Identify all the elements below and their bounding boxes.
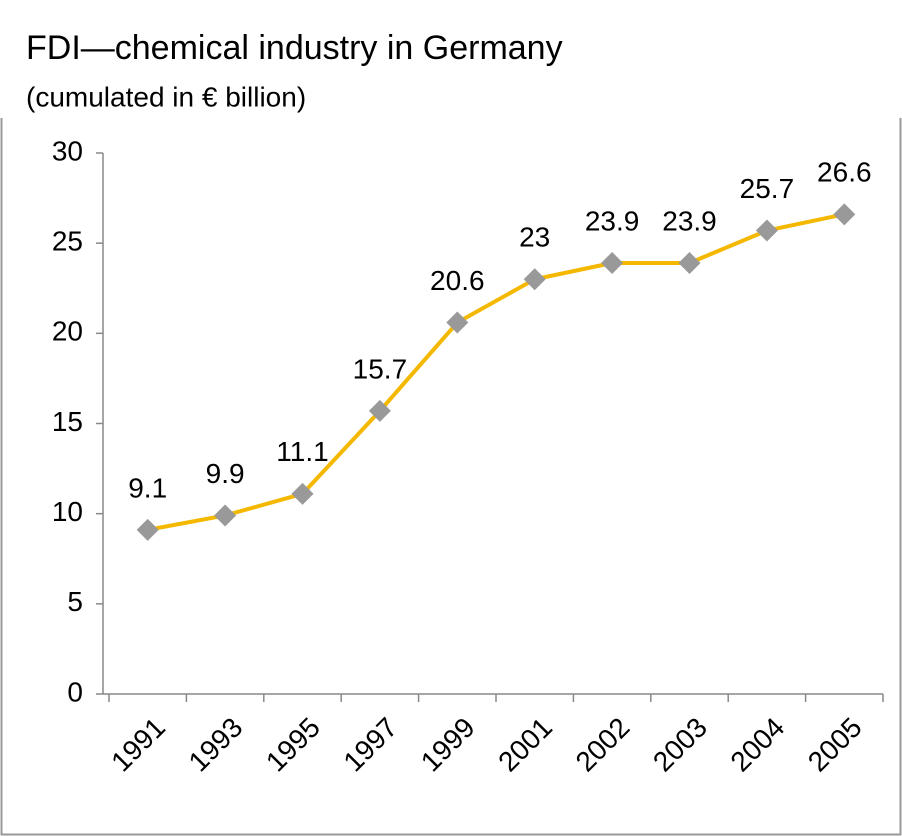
marker	[291, 482, 314, 505]
x-tick-label: 1993	[183, 712, 249, 778]
data-label: 20.6	[430, 265, 485, 296]
data-label: 11.1	[276, 436, 328, 467]
data-label: 26.6	[817, 157, 872, 188]
data-label: 23.9	[662, 205, 717, 236]
x-tick-label: 2004	[724, 712, 790, 778]
marker	[833, 203, 856, 226]
chart-title: FDI—chemical industry in Germany	[26, 29, 563, 67]
marker	[755, 219, 778, 242]
marker	[446, 311, 469, 334]
y-tick-label: 20	[52, 316, 83, 347]
marker	[523, 268, 546, 291]
x-tick-label: 2001	[492, 712, 558, 778]
data-label: 25.7	[740, 173, 795, 204]
data-label: 15.7	[353, 353, 408, 384]
marker	[368, 399, 391, 422]
marker	[136, 518, 159, 541]
y-tick-label: 30	[52, 135, 83, 166]
marker	[214, 504, 237, 527]
x-tick-label: 1991	[105, 712, 171, 778]
marker	[678, 252, 701, 275]
data-label: 9.1	[128, 472, 167, 503]
data-label: 23.9	[585, 205, 640, 236]
y-tick-label: 0	[67, 676, 83, 707]
x-tick-label: 1995	[260, 712, 326, 778]
x-tick-label: 1999	[415, 712, 481, 778]
x-tick-label: 2002	[570, 712, 636, 778]
marker	[601, 252, 624, 275]
y-tick-label: 10	[52, 496, 83, 527]
y-tick-label: 5	[67, 586, 83, 617]
data-label: 23	[519, 222, 550, 253]
frame	[0, 118, 902, 836]
x-tick-label: 2005	[802, 712, 868, 778]
data-label: 9.9	[206, 458, 245, 489]
y-tick-label: 25	[52, 226, 83, 257]
y-tick-label: 15	[52, 406, 83, 437]
x-tick-label: 1997	[337, 712, 403, 778]
x-tick-label: 2003	[647, 712, 713, 778]
chart-subtitle: (cumulated in € billion)	[26, 81, 306, 112]
series-line	[147, 212, 845, 532]
